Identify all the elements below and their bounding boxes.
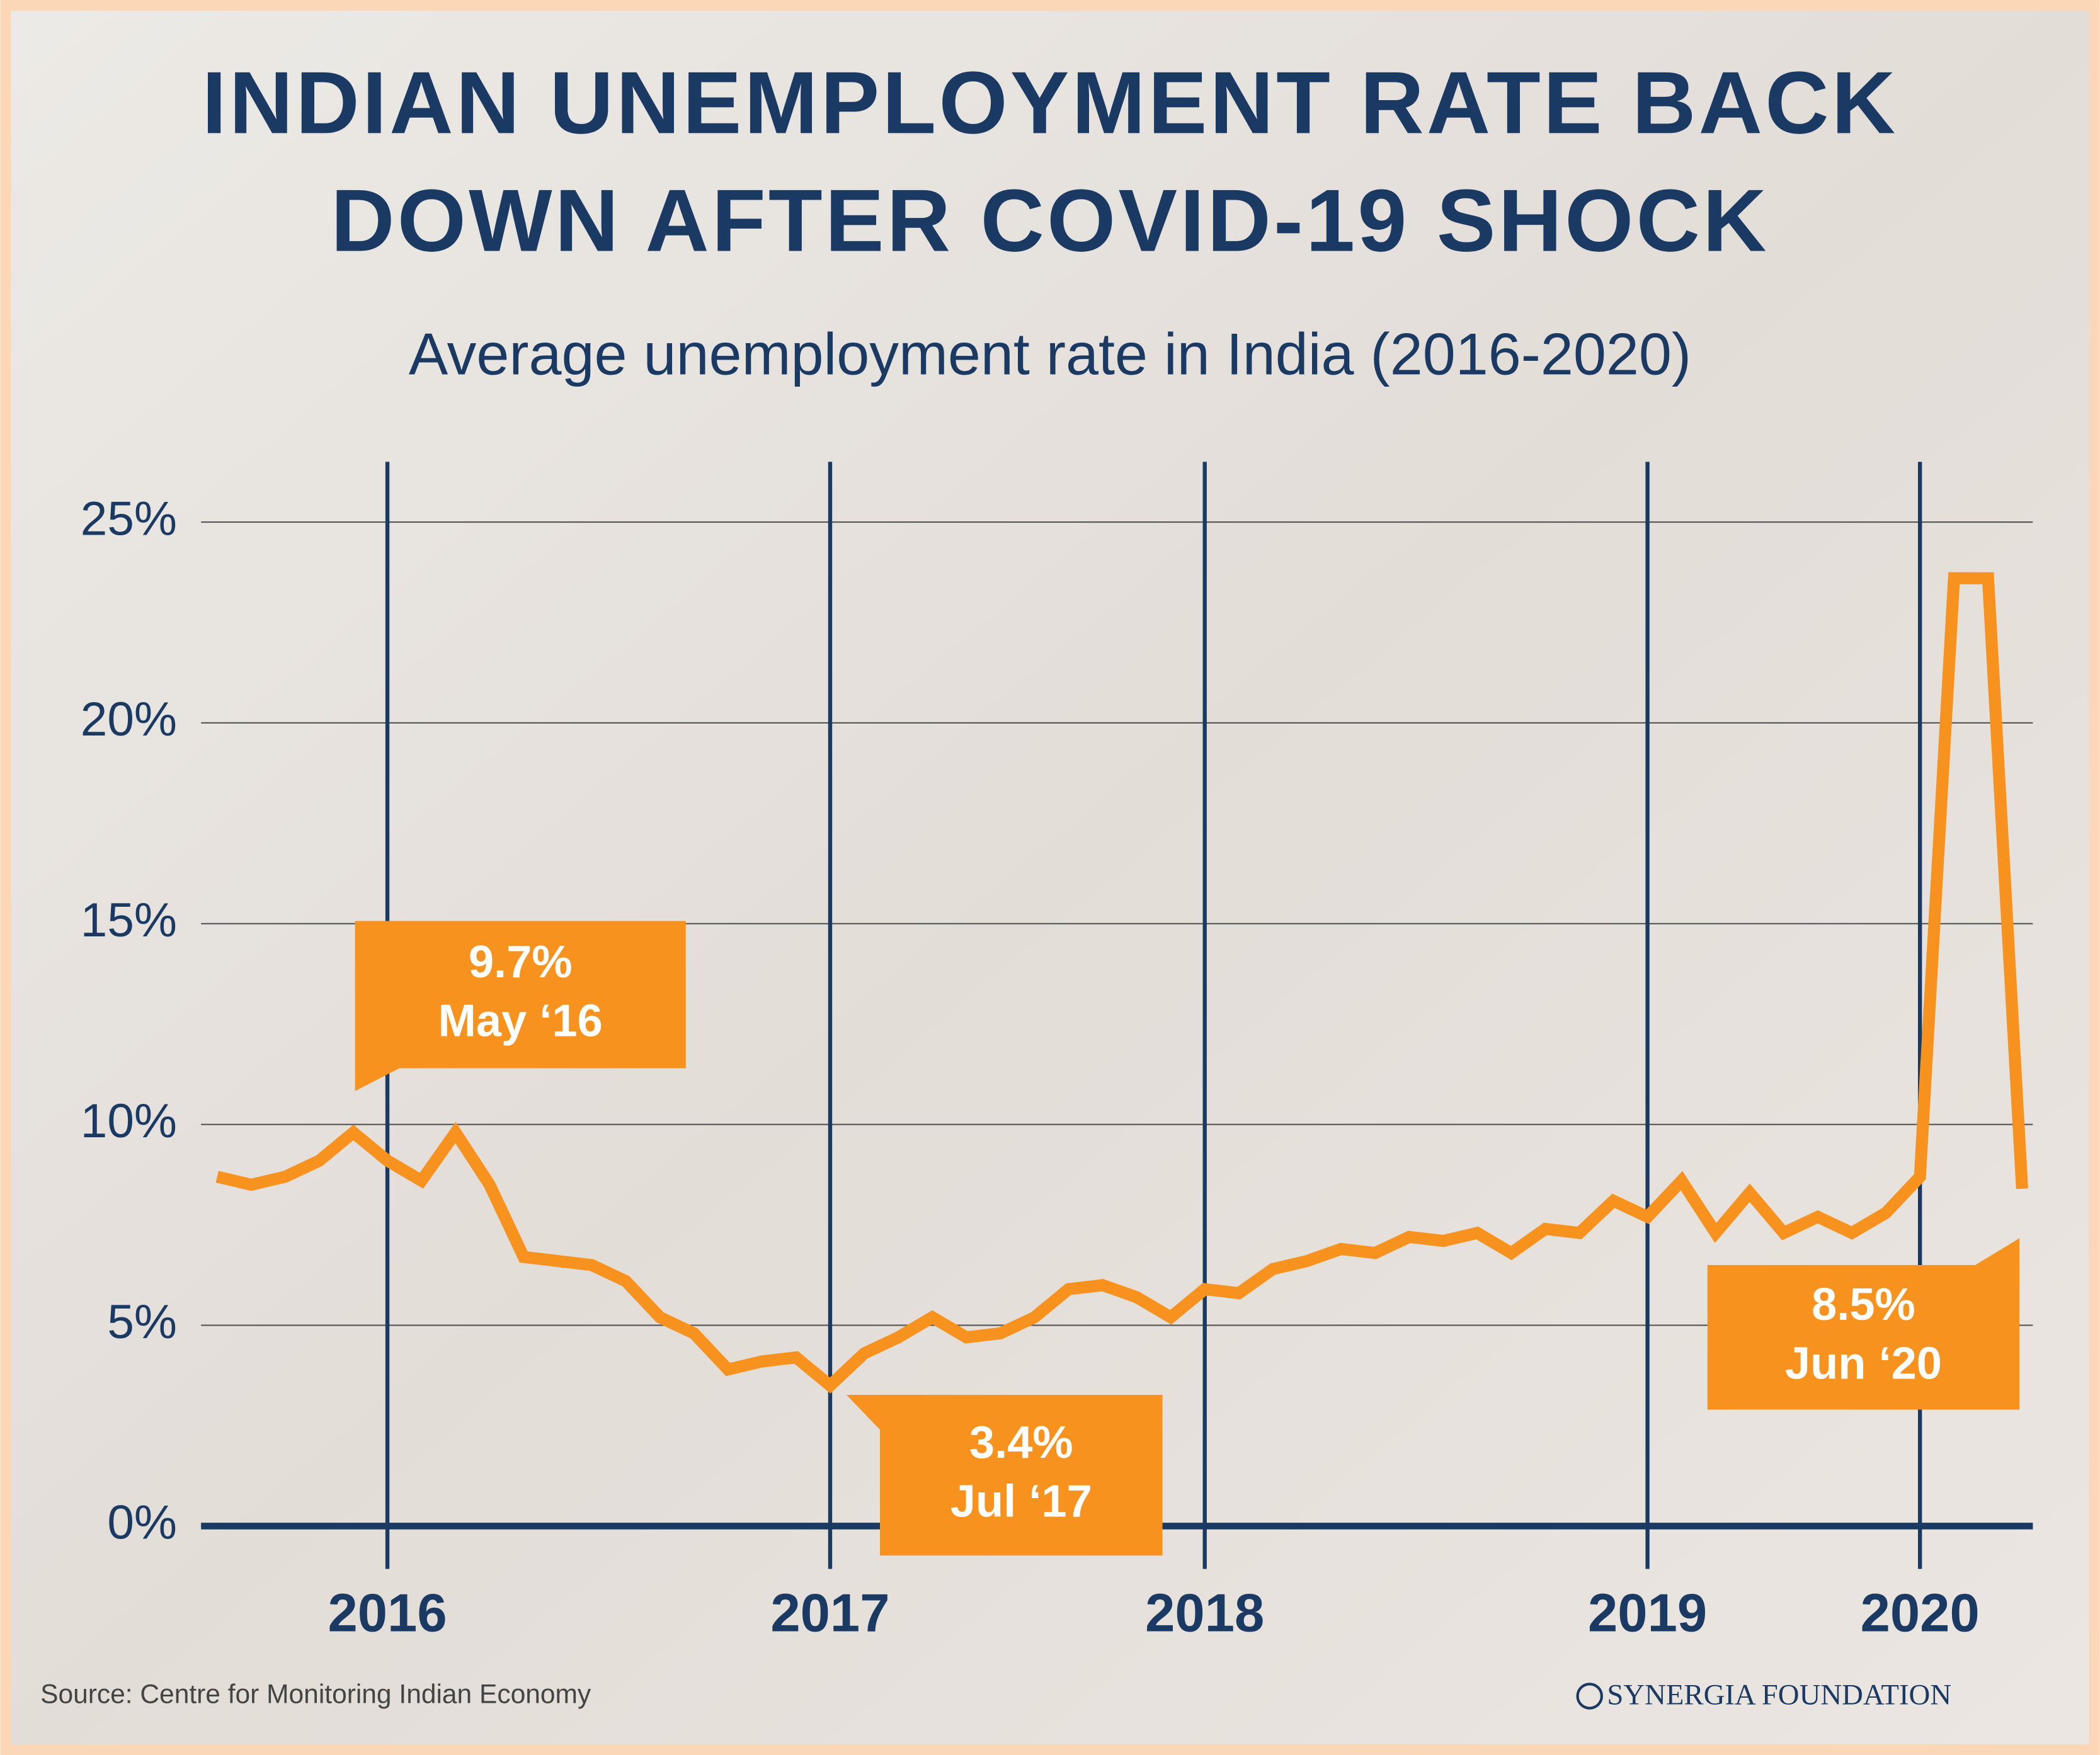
annotation: May ‘16 — [438, 996, 603, 1046]
annotation-pointer — [1975, 1238, 2020, 1285]
annotation: 3.4% — [969, 1417, 1073, 1468]
annotation: Jul ‘17 — [950, 1477, 1092, 1527]
annotation-pointer — [355, 1067, 402, 1091]
annotation-box — [880, 1395, 1163, 1556]
y-tick-label: 5% — [107, 1295, 177, 1349]
x-tick-label: 2017 — [770, 1584, 889, 1644]
x-tick-label: 2019 — [1588, 1584, 1707, 1644]
brand: SYNERGIA FOUNDATION — [1607, 1678, 1951, 1711]
annotation: 9.7% — [469, 937, 573, 987]
x-tick-label: 2020 — [1861, 1584, 1980, 1644]
annotation-box — [355, 921, 686, 1069]
y-tick-label: 25% — [81, 492, 177, 545]
annotation-box — [1707, 1264, 2020, 1410]
chart-title: DOWN AFTER COVID-19 SHOCK — [331, 171, 1769, 270]
y-tick-label: 15% — [81, 894, 177, 947]
source: Source: Centre for Monitoring Indian Eco… — [40, 1680, 591, 1710]
y-tick-label: 20% — [81, 693, 177, 746]
annotation-pointer — [846, 1395, 925, 1430]
y-tick-label: 0% — [107, 1496, 177, 1550]
x-tick-label: 2016 — [328, 1584, 447, 1644]
annotation: Jun ‘20 — [1785, 1339, 1942, 1389]
line — [215, 572, 2028, 1394]
brand-logo — [1576, 1683, 1603, 1710]
chart-title: INDIAN UNEMPLOYMENT RATE BACK — [202, 53, 1898, 152]
annotation: 8.5% — [1812, 1280, 1915, 1330]
x-tick-label: 2018 — [1145, 1584, 1264, 1644]
y-tick-label: 10% — [81, 1094, 177, 1148]
chart-subtitle: Average unemployment rate in India (2016… — [409, 321, 1691, 387]
